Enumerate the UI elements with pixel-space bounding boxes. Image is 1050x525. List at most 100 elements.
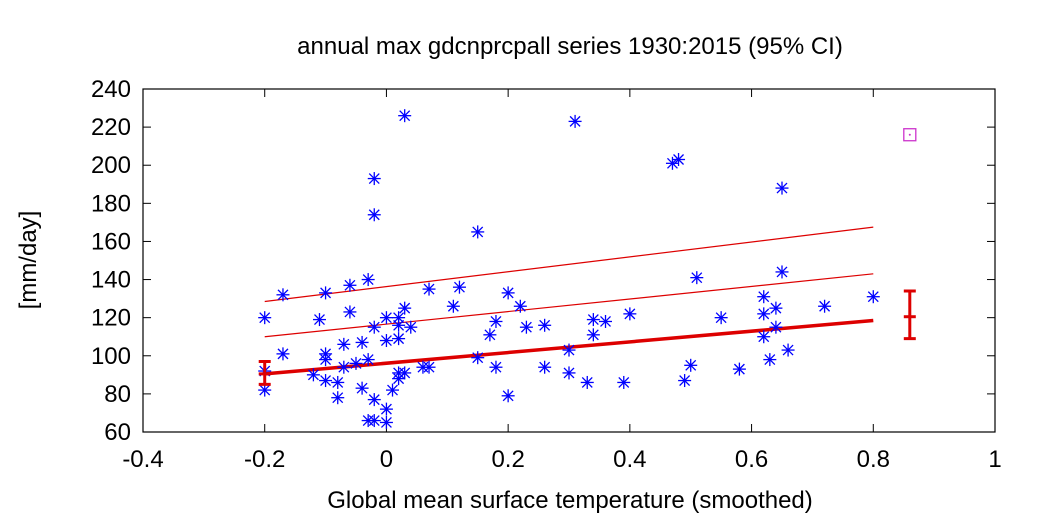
data-point-stroke xyxy=(563,344,575,356)
data-point xyxy=(276,288,290,302)
data-point-stroke xyxy=(423,283,435,295)
plot-frame xyxy=(142,88,996,433)
data-point-stroke xyxy=(350,357,362,369)
data-point xyxy=(471,225,485,239)
data-point xyxy=(562,343,576,357)
data-point-stroke xyxy=(600,316,611,327)
data-point-stroke xyxy=(666,157,678,169)
data-point xyxy=(392,318,406,332)
data-point xyxy=(489,360,503,374)
data-point-stroke xyxy=(514,300,526,312)
return-level-10yr-line xyxy=(264,273,874,338)
data-point xyxy=(519,320,533,334)
data-point-stroke xyxy=(715,312,727,324)
error-bar xyxy=(903,289,916,341)
data-point-stroke xyxy=(490,316,502,327)
data-point-stroke xyxy=(782,344,794,356)
data-point-stroke xyxy=(393,319,405,331)
x-tick-label: 0 xyxy=(380,446,393,473)
data-point-stroke xyxy=(368,173,380,185)
data-point xyxy=(483,328,497,342)
data-point xyxy=(775,265,789,279)
data-point xyxy=(732,362,746,376)
data-point xyxy=(818,299,832,313)
data-point xyxy=(361,414,375,428)
data-point xyxy=(379,311,393,325)
data-point xyxy=(446,299,460,313)
data-point xyxy=(367,172,381,186)
data-point-stroke xyxy=(453,281,465,293)
data-point-stroke xyxy=(539,319,551,331)
data-point xyxy=(331,391,345,405)
data-point xyxy=(599,314,613,328)
data-point-stroke xyxy=(472,352,484,364)
data-point xyxy=(386,383,400,397)
data-point-stroke xyxy=(344,279,356,291)
data-point xyxy=(586,328,600,342)
y-tick-label: 220 xyxy=(91,114,131,141)
data-point xyxy=(513,299,527,313)
y-axis-label: [mm/day] xyxy=(15,211,42,310)
data-point-stroke xyxy=(368,321,380,333)
data-point xyxy=(349,356,363,370)
x-tick-label: 0.8 xyxy=(857,446,890,473)
data-point xyxy=(361,273,375,287)
data-point xyxy=(617,375,631,389)
data-point xyxy=(343,305,357,319)
data-point xyxy=(501,286,515,300)
data-point-stroke xyxy=(502,390,514,402)
data-point-stroke xyxy=(338,338,350,350)
data-point xyxy=(568,114,582,128)
data-point-stroke xyxy=(490,361,502,373)
y-tick-label: 60 xyxy=(104,419,131,446)
data-point-stroke xyxy=(691,272,703,284)
data-point-stroke xyxy=(502,287,514,299)
data-point-stroke xyxy=(472,226,484,238)
data-point xyxy=(501,389,515,403)
data-point-stroke xyxy=(569,115,581,127)
data-point-stroke xyxy=(356,382,368,394)
data-point-stroke xyxy=(362,354,374,366)
data-point-stroke xyxy=(277,289,289,301)
data-point xyxy=(623,307,637,321)
data-point xyxy=(580,375,594,389)
data-point xyxy=(562,366,576,380)
data-point-stroke xyxy=(362,415,374,427)
data-point-stroke xyxy=(733,363,745,375)
data-point xyxy=(538,360,552,374)
data-point xyxy=(367,393,381,407)
data-point xyxy=(422,360,436,374)
marker-2015-dot xyxy=(908,133,911,136)
data-point-stroke xyxy=(332,376,344,388)
data-point xyxy=(690,271,704,285)
data-point xyxy=(319,286,333,300)
y-tick-label: 140 xyxy=(91,267,131,294)
data-point xyxy=(276,347,290,361)
data-point-stroke xyxy=(314,314,325,326)
data-layer xyxy=(258,109,917,429)
data-point-stroke xyxy=(393,373,405,385)
data-point-stroke xyxy=(764,354,776,366)
data-point-stroke xyxy=(332,392,344,404)
data-point xyxy=(312,313,326,327)
data-point-stroke xyxy=(380,335,392,346)
data-point-stroke xyxy=(679,375,691,387)
x-tick-label: 0.6 xyxy=(735,446,768,473)
data-point-stroke xyxy=(758,291,770,303)
data-point-stroke xyxy=(563,367,575,379)
y-tick-label: 240 xyxy=(91,76,131,103)
data-point xyxy=(379,415,393,429)
data-point-stroke xyxy=(380,312,392,324)
data-point-stroke xyxy=(387,384,398,396)
data-point xyxy=(306,368,320,382)
y-tick-label: 120 xyxy=(91,305,131,332)
data-point-stroke xyxy=(539,361,551,373)
data-point xyxy=(379,334,393,348)
data-point xyxy=(471,351,485,365)
return-level-100yr-line xyxy=(264,226,874,303)
data-point-stroke xyxy=(380,417,392,428)
data-point-stroke xyxy=(758,308,770,320)
data-point-stroke xyxy=(380,403,392,415)
data-point-stroke xyxy=(393,312,405,324)
data-point xyxy=(781,343,795,357)
